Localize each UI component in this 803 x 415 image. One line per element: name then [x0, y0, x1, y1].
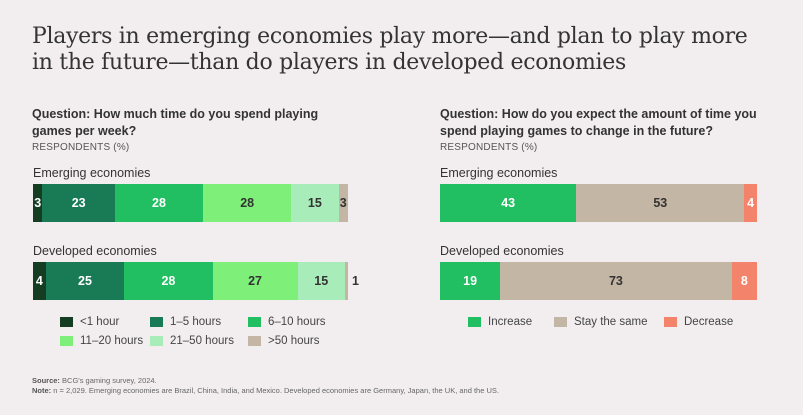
legend-item-21-50-hours: 21–50 hours: [150, 335, 234, 347]
note-label: Note:: [32, 386, 52, 395]
data-label: 23: [71, 196, 86, 210]
bar-segment-21-50-hours: 15: [291, 184, 339, 222]
legend-item-1-5-hours: 1–5 hours: [150, 316, 221, 328]
data-label: 28: [240, 196, 255, 210]
legend-swatch: [468, 317, 481, 327]
right-bar-emerging-economies: 43 53 4: [440, 184, 757, 222]
right-unit-label: RESPONDENTS (%): [440, 142, 538, 153]
legend-label: >50 hours: [268, 335, 320, 347]
data-label: 15: [314, 274, 329, 288]
legend-swatch: [60, 317, 73, 327]
source-text: BCG's gaming survey, 2024.: [59, 376, 157, 385]
left-bar-emerging-economies: 3 23 28 28 15 3: [33, 184, 348, 222]
legend-label: Decrease: [684, 316, 734, 328]
bar-segment-6-10-hours: 28: [114, 184, 204, 222]
data-label: 3: [34, 196, 42, 210]
legend-item-increase: Increase: [468, 316, 532, 328]
legend-label: <1 hour: [80, 316, 120, 328]
data-label: 28: [152, 196, 166, 210]
left-panel: Question: How much time do you spend pla…: [32, 106, 352, 153]
right-panel: Question: How do you expect the amount o…: [440, 106, 760, 153]
left-row-label-developed-economies: Developed economies: [33, 244, 157, 258]
left-row-label-emerging-economies: Emerging economies: [33, 166, 151, 180]
data-label: 4: [35, 274, 43, 288]
left-question: Question: How much time do you spend pla…: [32, 107, 319, 138]
legend-swatch: [248, 317, 261, 327]
data-label: 27: [248, 274, 262, 288]
data-label: 53: [653, 196, 668, 210]
bar-segment-increase: 43: [440, 184, 577, 222]
bar-segment-1-5-hours: 23: [42, 184, 115, 222]
legend-label: 21–50 hours: [170, 335, 234, 347]
data-label: 4: [747, 196, 755, 210]
data-label: 28: [161, 274, 176, 288]
legend-item-1-hour: <1 hour: [60, 316, 119, 328]
chart-title: Players in emerging economies play more—…: [32, 24, 748, 75]
legend-label: 6–10 hours: [268, 316, 326, 328]
bar-segment-stay-the-same: 73: [500, 262, 732, 300]
bar-segment-11-20-hours: 27: [212, 262, 298, 300]
legend-swatch: [60, 336, 73, 346]
data-label: 43: [501, 196, 516, 210]
legend-label: 1–5 hours: [170, 316, 222, 328]
data-label: 73: [608, 274, 623, 288]
bar-segment-50-hours: 3: [338, 184, 348, 222]
data-label: 19: [463, 274, 478, 288]
legend-label: Stay the same: [574, 316, 648, 328]
legend-item-6-10-hours: 6–10 hours: [248, 316, 326, 328]
data-label: 25: [78, 274, 92, 288]
right-row-label-emerging-economies: Emerging economies: [440, 166, 558, 180]
bar-segment-1-hour: 3: [33, 184, 43, 222]
bar-segment-decrease: 4: [744, 184, 757, 222]
bar-segment-6-10-hours: 28: [124, 262, 213, 300]
bar-segment-1-hour: 4: [33, 262, 46, 300]
legend-item-decrease: Decrease: [664, 316, 733, 328]
source-label: Source:: [32, 376, 60, 385]
bar-segment-50-hours: 1: [344, 262, 359, 300]
bar-segment-stay-the-same: 53: [576, 184, 745, 222]
legend-label: 11–20 hours: [80, 335, 144, 347]
legend-swatch: [554, 317, 567, 327]
bar-segment-decrease: 8: [731, 262, 757, 300]
legend-swatch: [150, 336, 163, 346]
legend-item-50-hours: >50 hours: [248, 335, 319, 347]
note-text: n = 2,029. Emerging economies are Brazil…: [51, 386, 499, 395]
data-label: 15: [307, 196, 322, 210]
data-label: 8: [740, 274, 748, 288]
right-row-label-developed-economies: Developed economies: [440, 244, 564, 258]
footnote: Source: BCG's gaming survey, 2024. Note:…: [32, 376, 499, 396]
legend-swatch: [664, 317, 677, 327]
data-label: 1: [351, 274, 359, 288]
legend-label: Increase: [488, 316, 533, 328]
legend-item-11-20-hours: 11–20 hours: [60, 335, 143, 347]
legend-item-stay-the-same: Stay the same: [554, 316, 648, 328]
legend-swatch: [248, 336, 261, 346]
right-bar-developed-economies: 19 73 8: [440, 262, 757, 300]
data-label: 3: [339, 196, 347, 210]
bar-segment-11-20-hours: 28: [203, 184, 292, 222]
legend-swatch: [150, 317, 163, 327]
bar-segment-1-5-hours: 25: [45, 262, 125, 300]
bar-segment-21-50-hours: 15: [297, 262, 345, 300]
bar-segment-increase: 19: [440, 262, 501, 300]
left-bar-developed-economies: 4 25 28 27 15 1: [33, 262, 359, 300]
right-question: Question: How do you expect the amount o…: [440, 107, 757, 138]
left-unit-label: RESPONDENTS (%): [32, 142, 130, 153]
